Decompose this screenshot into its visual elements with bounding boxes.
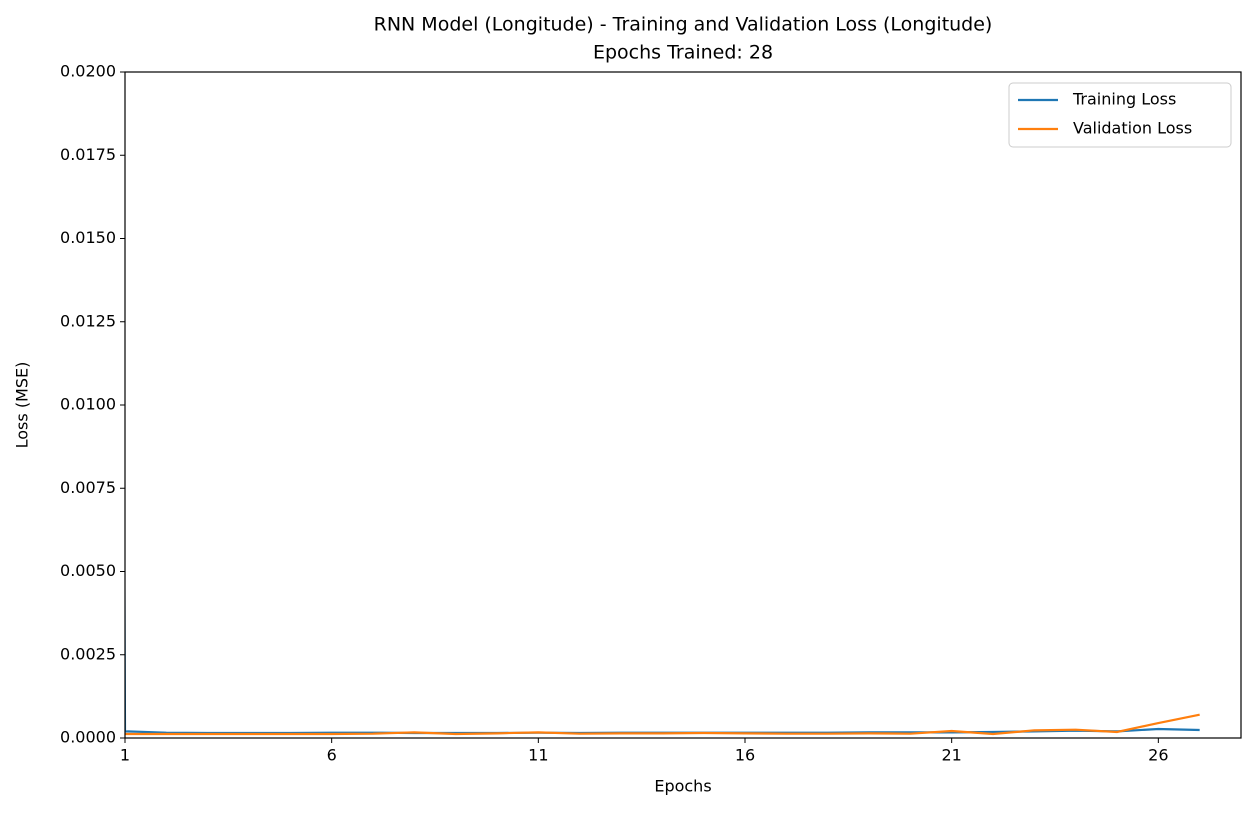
y-tick-label: 0.0200 (60, 62, 116, 81)
y-tick-label: 0.0125 (60, 311, 116, 330)
x-axis-label: Epochs (654, 777, 711, 796)
legend-label: Validation Loss (1073, 119, 1192, 138)
y-tick-label: 0.0000 (60, 728, 116, 747)
plot-frame (124, 71, 1242, 739)
chart-title: RNN Model (Longitude) - Training and Val… (374, 14, 993, 36)
y-tick-label: 0.0075 (60, 478, 116, 497)
legend-box (1008, 82, 1232, 148)
plot-lines (125, 465, 1200, 736)
chart-subtitle: Epochs Trained: 28 (593, 42, 773, 64)
x-tick-label: 16 (735, 746, 755, 765)
y-axis-label: Loss (MSE) (13, 362, 32, 449)
y-tick-label: 0.0175 (60, 145, 116, 164)
data-line (125, 713, 1200, 736)
x-tick-label: 26 (1148, 746, 1168, 765)
y-tick-label: 0.0150 (60, 228, 116, 247)
x-tick-label: 21 (941, 746, 961, 765)
legend-label: Training Loss (1072, 90, 1176, 109)
x-tick-label: 11 (528, 746, 548, 765)
x-tick-label: 6 (327, 746, 337, 765)
y-tick-label: 0.0025 (60, 644, 116, 663)
y-tick-label: 0.0050 (60, 561, 116, 580)
x-tick-label: 1 (120, 746, 130, 765)
y-tick-label: 0.0100 (60, 395, 116, 414)
